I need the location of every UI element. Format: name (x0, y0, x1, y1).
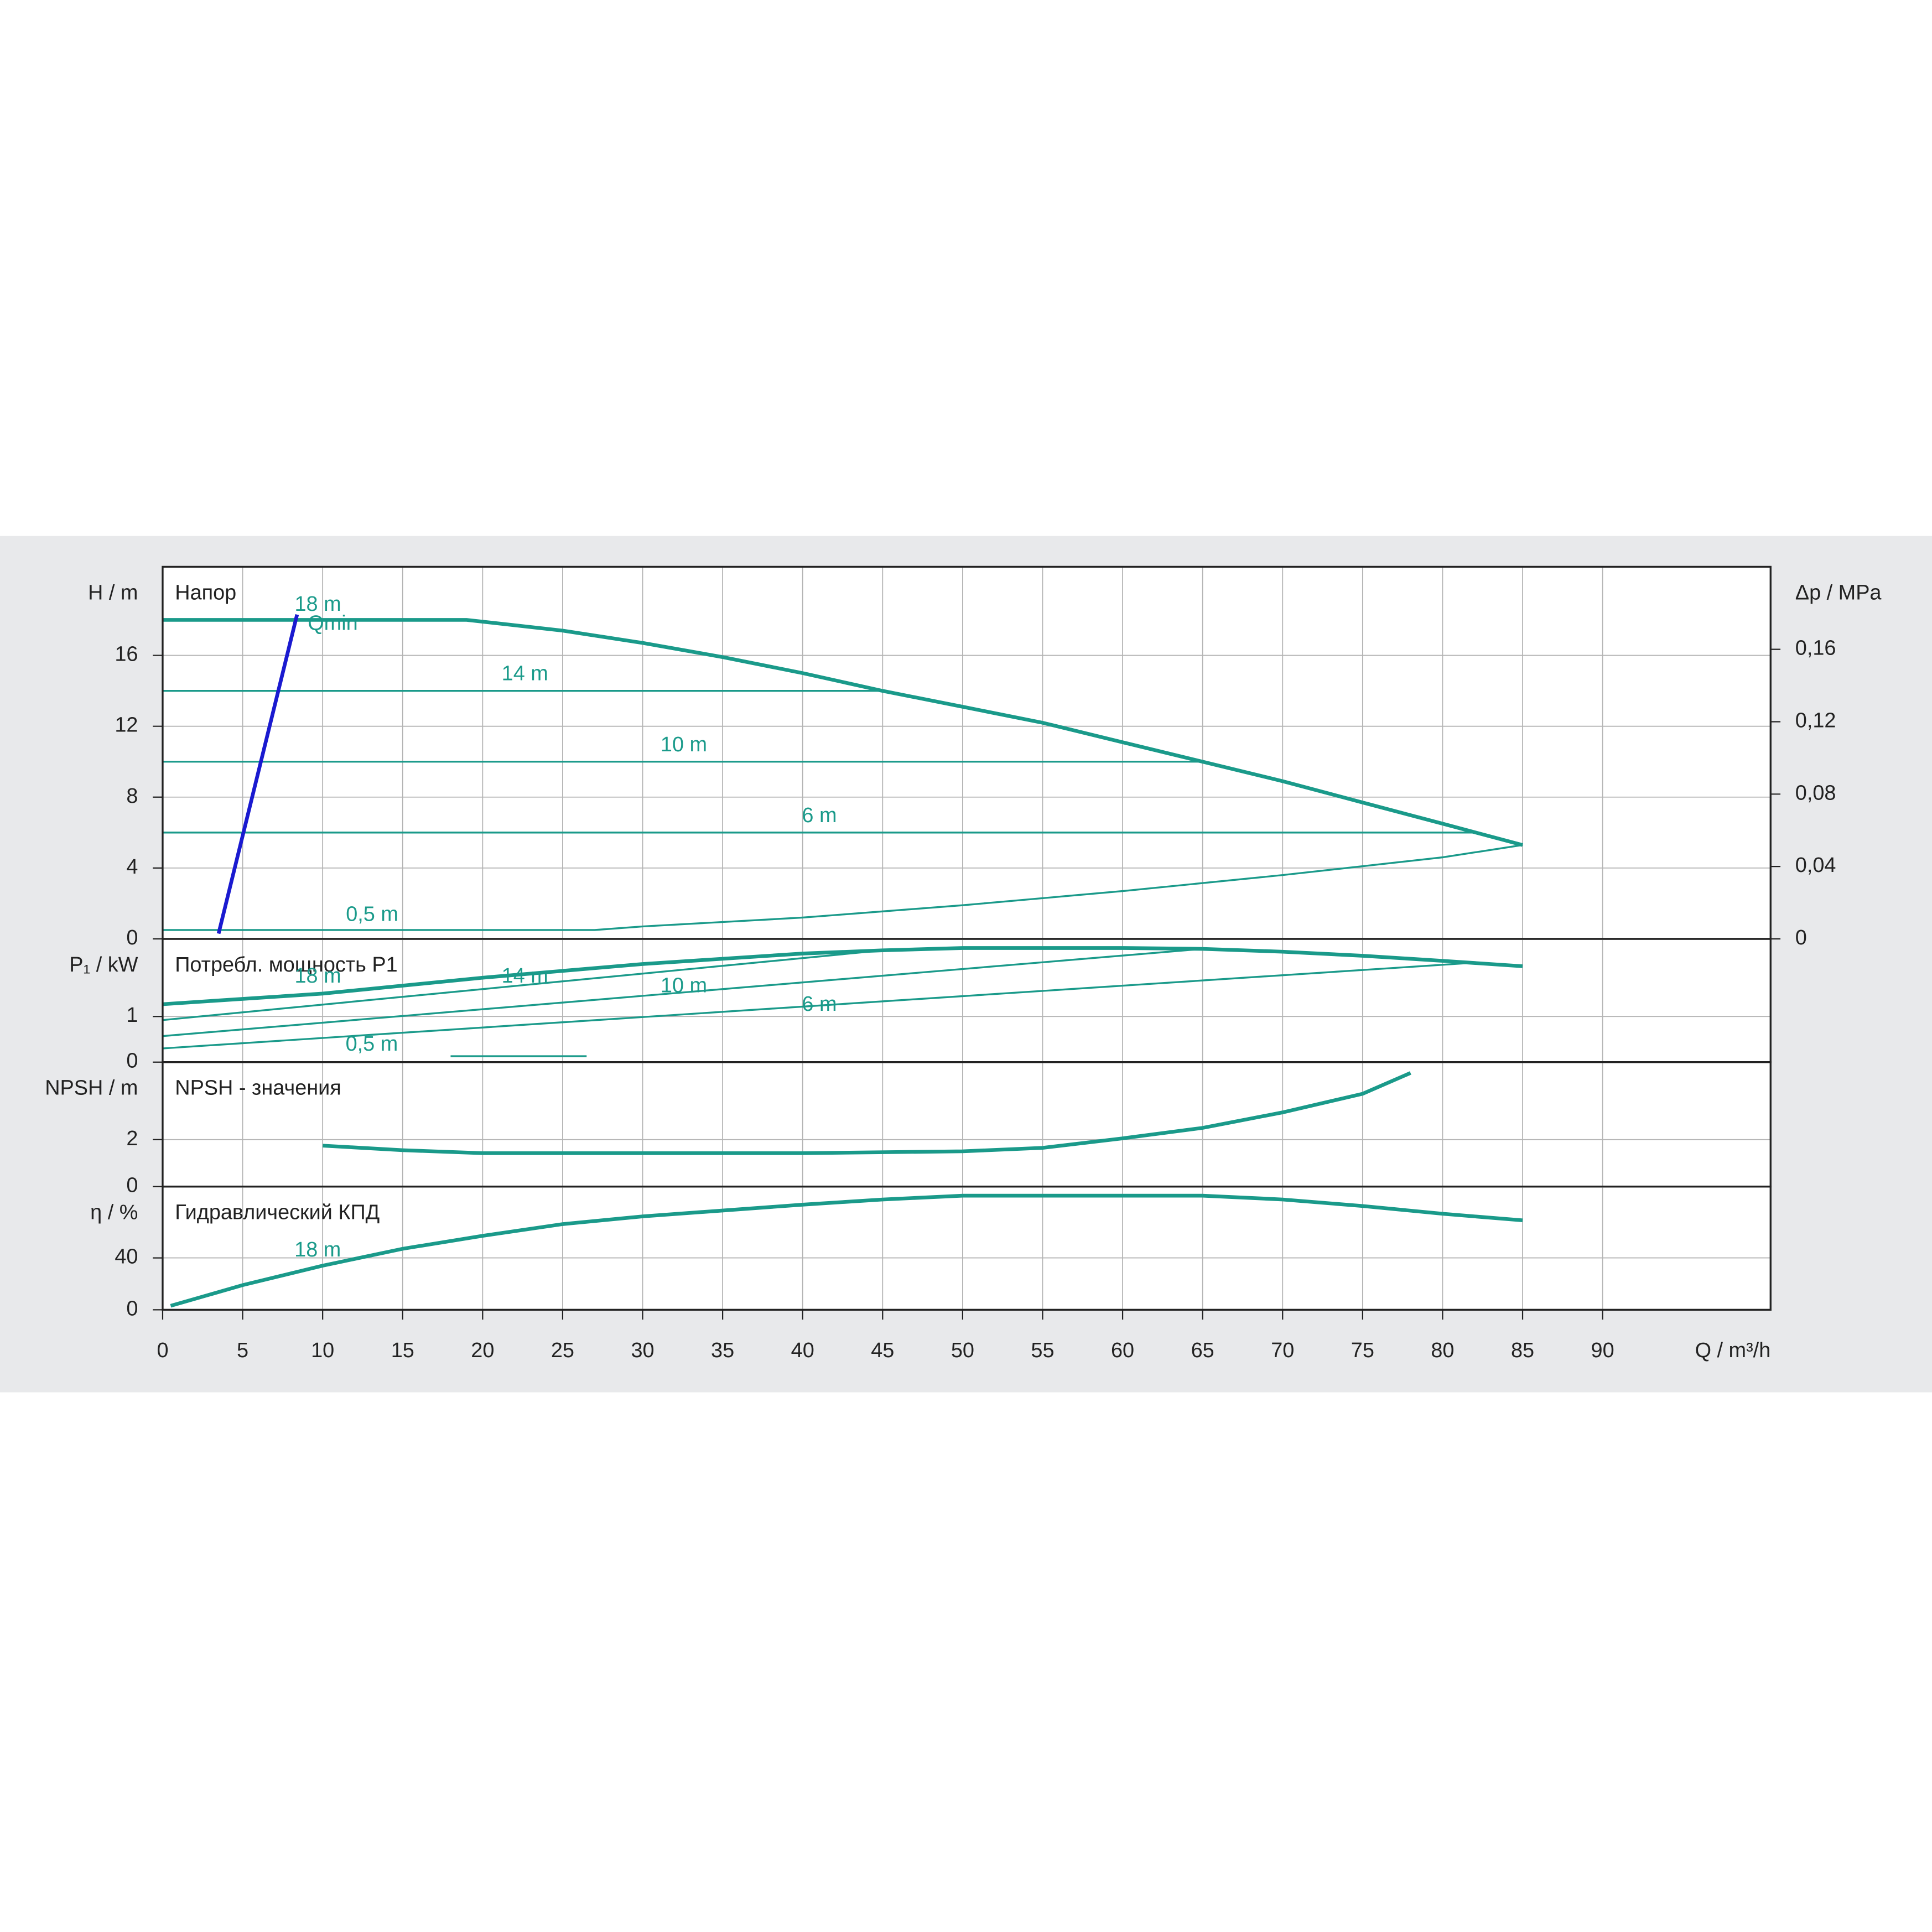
series-line (162, 618, 1523, 847)
panel-frame (162, 1185, 1772, 1311)
panel-title: Гидравлический КПД (175, 1201, 380, 1224)
x-tick-label: 0 (157, 1339, 168, 1362)
x-tick-label: 5 (237, 1339, 248, 1362)
y-tick-label: 12 (115, 714, 138, 737)
series-line (162, 962, 1475, 1050)
series-label: 14 m (502, 964, 548, 988)
x-tick-label: 20 (471, 1339, 494, 1362)
y-tick-label: 0 (126, 1050, 138, 1073)
x-tick-label: 85 (1511, 1339, 1534, 1362)
series-label: 6 m (802, 993, 837, 1016)
series-label: 18 m (295, 964, 341, 988)
panel-title: NPSH - значения (175, 1077, 341, 1100)
series-label: 0,5 m (346, 1032, 398, 1056)
x-tick-label: 45 (871, 1339, 894, 1362)
y-axis-label: η / % (90, 1201, 138, 1224)
y-axis-label: P₁ / kW (69, 953, 138, 977)
series-label: 14 m (502, 662, 548, 685)
series-line (323, 1071, 1411, 1155)
y-tick-label: 1 (126, 1004, 138, 1027)
y2-tick-label: 0,12 (1795, 709, 1836, 732)
series-line (170, 1193, 1523, 1308)
y-tick-label: 0 (126, 1174, 138, 1197)
series-label: 6 m (802, 804, 837, 827)
x-tick-label: 80 (1431, 1339, 1454, 1362)
x-axis-label: Q / m³/h (1695, 1339, 1771, 1362)
y-tick-label: 8 (126, 785, 138, 808)
series-line (162, 844, 1523, 931)
x-tick-label: 75 (1351, 1339, 1374, 1362)
y-tick-label: 0 (126, 1297, 138, 1320)
x-tick-label: 90 (1591, 1339, 1614, 1362)
y2-tick-label: 0 (1795, 926, 1807, 949)
y2-tick-label: 0,16 (1795, 637, 1836, 660)
y-tick-label: 2 (126, 1127, 138, 1150)
panel-title: Напор (175, 581, 236, 604)
series-label: 0,5 m (346, 902, 398, 926)
y-tick-label: 4 (126, 855, 138, 879)
series-label: Qmin (308, 612, 357, 635)
y-tick-label: 40 (115, 1245, 138, 1269)
series-line (162, 949, 883, 1021)
series-label: 10 m (661, 733, 707, 756)
y-axis-label: H / m (88, 581, 138, 604)
series-line (216, 614, 299, 934)
y2-tick-label: 0,04 (1795, 854, 1836, 877)
series-label: 18 m (294, 1238, 341, 1261)
series-line (162, 948, 1203, 1037)
x-tick-label: 25 (551, 1339, 574, 1362)
panel-title: Потребл. мощность P1 (175, 953, 397, 977)
x-tick-label: 60 (1111, 1339, 1134, 1362)
series-line (162, 946, 1523, 1006)
x-tick-label: 10 (311, 1339, 334, 1362)
y-axis-label: NPSH / m (45, 1077, 138, 1100)
x-tick-label: 15 (391, 1339, 414, 1362)
y2-axis-label: Δp / MPa (1795, 581, 1882, 604)
x-tick-label: 55 (1031, 1339, 1054, 1362)
x-tick-label: 35 (711, 1339, 734, 1362)
x-tick-label: 40 (791, 1339, 814, 1362)
y2-tick-label: 0,08 (1795, 781, 1836, 804)
x-tick-label: 50 (951, 1339, 974, 1362)
y-tick-label: 0 (126, 926, 138, 949)
x-tick-label: 30 (631, 1339, 654, 1362)
series-label: 10 m (661, 974, 707, 998)
series-label: 18 m (295, 593, 341, 616)
y-tick-label: 16 (115, 643, 138, 666)
x-tick-label: 70 (1271, 1339, 1294, 1362)
x-tick-label: 65 (1191, 1339, 1214, 1362)
